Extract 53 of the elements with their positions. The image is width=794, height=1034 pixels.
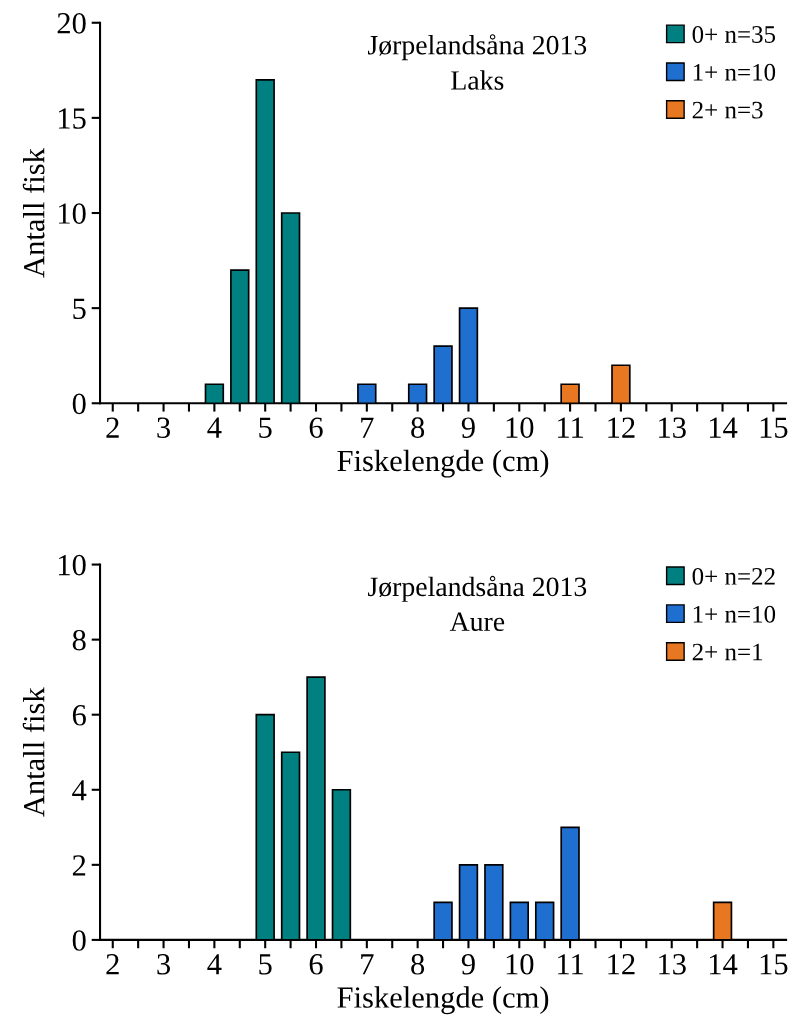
x-tick-label: 4	[207, 417, 222, 438]
legend-label: 1+ n=10	[693, 63, 776, 81]
legend-label: 1+ n=10	[693, 605, 776, 623]
y-tick-label: 5	[73, 298, 86, 320]
x-tick-label: 10	[506, 417, 534, 438]
y-tick-label: 15	[58, 108, 86, 129]
x-axis-title: Fiskelengde (cm)	[337, 986, 549, 1015]
x-tick-label: 11	[558, 417, 583, 438]
x-tick-label: 10	[506, 953, 534, 975]
y-tick-label: 4	[72, 780, 87, 801]
x-tick-label: 12	[608, 954, 635, 975]
x-tick-label: 14	[709, 417, 738, 438]
text: Aure	[449, 612, 505, 632]
x-tick-label: 2	[106, 417, 119, 438]
x-tick-label: 6	[309, 954, 323, 975]
legend-label: 2+ n=3	[692, 101, 763, 119]
chart-title: Jørpelandsåna 2013	[368, 575, 587, 602]
y-tick-label: 10	[58, 554, 86, 576]
x-tick-label: 11	[558, 954, 583, 975]
x-tick-label: 5	[259, 954, 272, 975]
x-tick-label: 8	[411, 417, 425, 438]
x-tick-label: 14	[709, 954, 738, 975]
x-tick-label: 3	[157, 417, 171, 438]
y-tick-label: 0	[72, 930, 86, 951]
y-tick-label: 6	[72, 705, 86, 726]
y-tick-label: 8	[72, 629, 86, 651]
legend-label: 2+ n=1	[692, 643, 763, 661]
y-axis-title: Antall fisk	[22, 148, 45, 278]
y-tick-label: 2	[72, 855, 86, 876]
x-tick-label: 15	[760, 417, 788, 438]
legend-label: 0+ n=35	[692, 26, 776, 43]
x-tick-label: 7	[361, 417, 374, 438]
legend-label: 0+ n=22	[692, 567, 775, 585]
x-tick-label: 15	[760, 954, 788, 975]
x-tick-label: 9	[461, 417, 475, 438]
x-tick-label: 9	[461, 954, 475, 975]
x-tick-label: 3	[157, 954, 171, 975]
x-tick-label: 5	[259, 417, 272, 438]
chart-title: Jørpelandsåna 2013	[368, 34, 587, 61]
x-tick-label: 13	[659, 954, 686, 975]
y-tick-label: 0	[72, 393, 86, 415]
x-tick-label: 8	[411, 953, 425, 975]
x-tick-label: 13	[659, 417, 686, 438]
x-tick-label: 2	[106, 954, 119, 975]
text: Laks	[451, 70, 504, 90]
x-tick-label: 4	[207, 954, 222, 975]
y-axis-title: Antall fisk	[22, 687, 45, 817]
x-tick-label: 12	[608, 417, 635, 438]
x-axis-title: Fiskelengde (cm)	[337, 449, 549, 478]
y-tick-label: 10	[58, 203, 86, 224]
y-tick-label: 20	[57, 13, 86, 34]
x-tick-label: 6	[309, 417, 323, 438]
x-tick-label: 7	[361, 954, 374, 975]
